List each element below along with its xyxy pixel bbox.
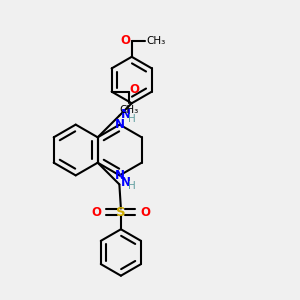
Text: N: N	[121, 108, 131, 121]
Text: H: H	[128, 181, 136, 191]
Text: N: N	[115, 169, 125, 182]
Text: CH₃: CH₃	[119, 105, 138, 115]
Text: O: O	[129, 83, 139, 96]
Text: O: O	[140, 206, 150, 219]
Text: S: S	[116, 206, 126, 219]
Text: O: O	[120, 34, 130, 47]
Text: H: H	[128, 114, 136, 124]
Text: N: N	[115, 118, 125, 131]
Text: O: O	[92, 206, 101, 219]
Text: CH₃: CH₃	[146, 36, 166, 46]
Text: N: N	[121, 176, 131, 189]
